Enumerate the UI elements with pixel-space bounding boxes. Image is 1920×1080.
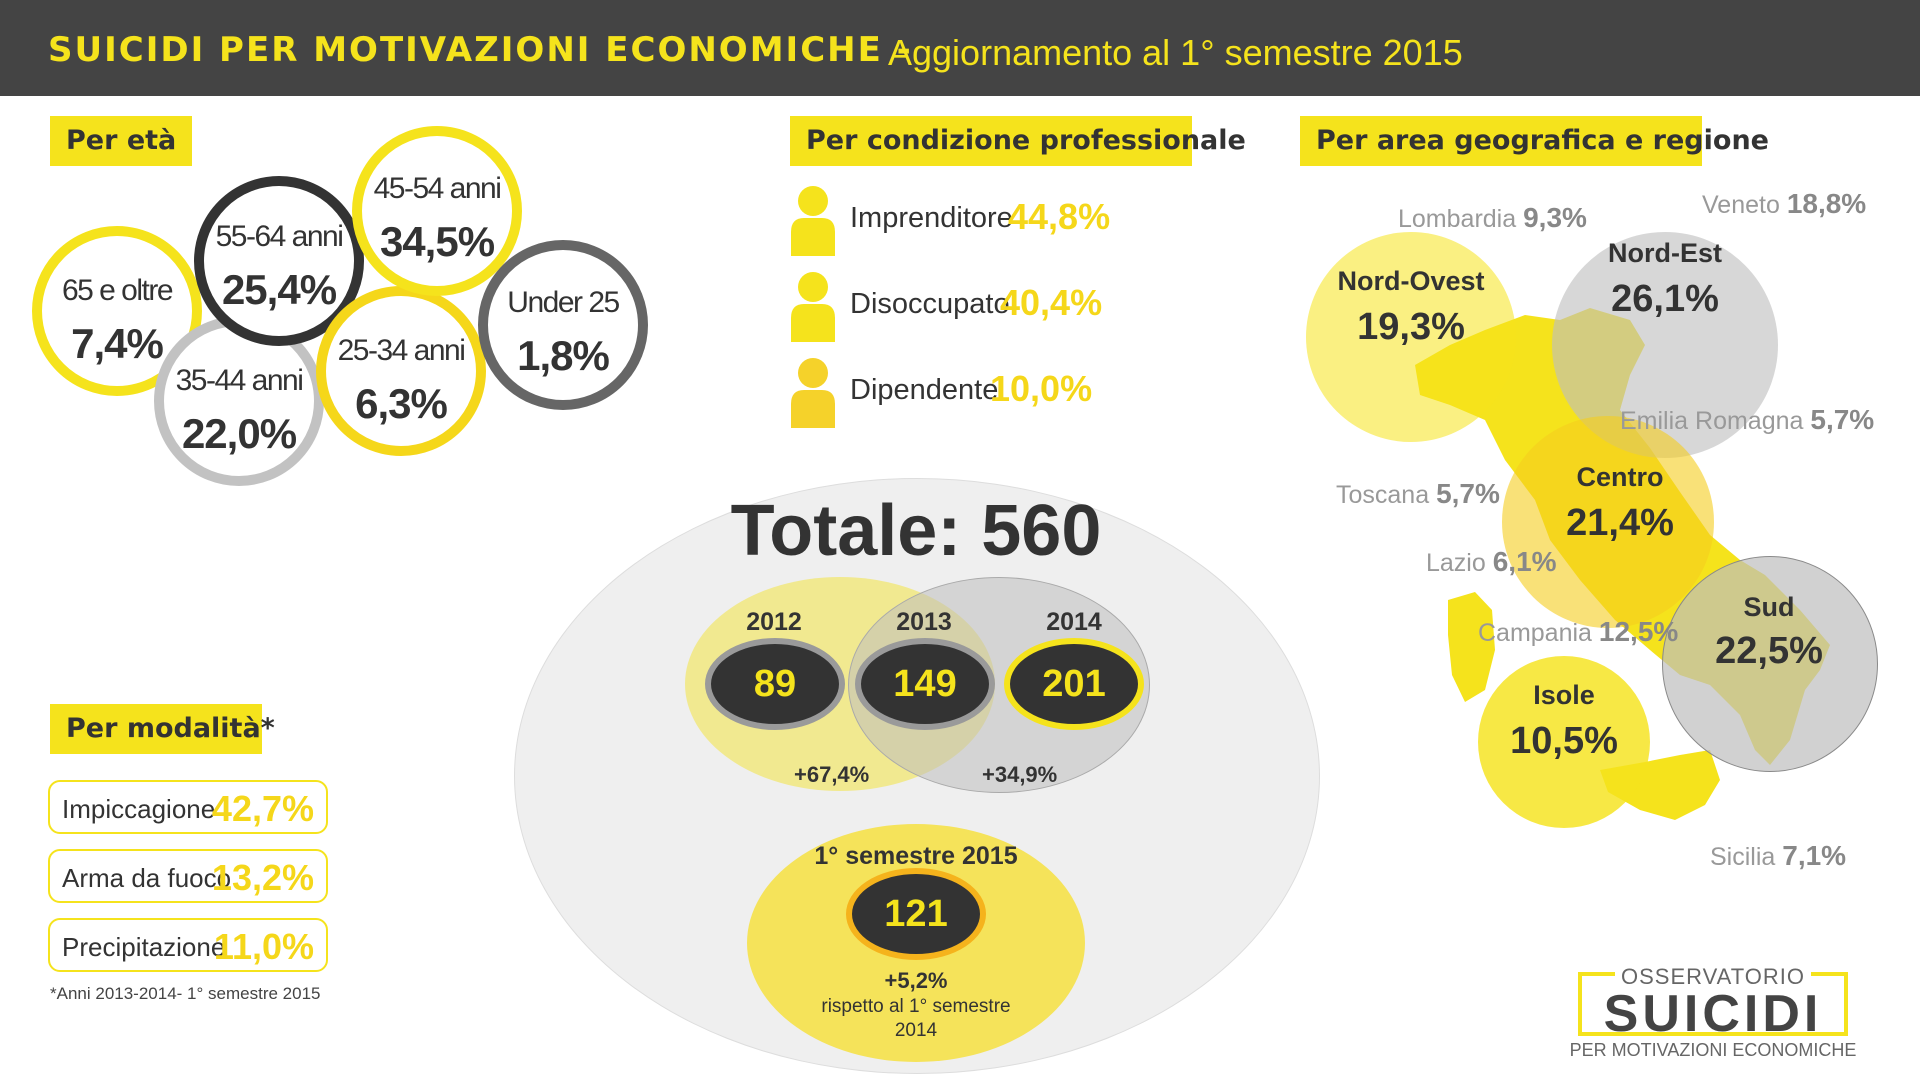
logo-line-2: SUICIDI [1603,985,1823,1043]
age-label: 55-64 anni [215,220,344,253]
age-value: 6,3% [355,380,448,427]
area-name-centro: Centro [1576,462,1664,492]
region-campania: Campania 12,5% [1478,616,1678,648]
section-label-area: Per area geografica e regione [1300,116,1769,166]
region-name: Toscana [1336,481,1430,509]
page-title: SUICIDI PER MOTIVAZIONI ECONOMICHE - [48,30,913,70]
totale-title: Totale: 560 [730,491,1102,571]
semestre-label: 1° semestre 2015 [814,842,1018,870]
area-bubble-nord-ovest [1306,232,1516,442]
section-label-professione: Per condizione professionale [790,116,1246,166]
age-label: 65 e oltre [61,274,174,307]
age-value: 25,4% [221,266,337,313]
area-name-nord-ovest: Nord-Ovest [1337,266,1485,296]
year-label-2012: 2012 [746,608,802,636]
page-subtitle: Aggiornamento al 1° semestre 2015 [888,32,1463,73]
logo-line-3: PER MOTIVAZIONI ECONOMICHE [1569,1040,1857,1060]
value-oval-2013: 149 [855,638,995,730]
area-bubble-sud [1662,556,1878,772]
region-value: 5,7% [1436,478,1500,509]
change-2012-2013: +67,4% [794,762,870,787]
modalita-label: Arma da fuoco [62,863,232,893]
year-label-2013: 2013 [896,608,952,636]
profession-value: 10,0% [990,368,1093,409]
area-name-nord-est: Nord-Est [1608,238,1722,268]
profession-label: Imprenditore [850,202,1013,234]
age-value: 1,8% [517,332,610,379]
section-label-eta: Per età [50,116,193,166]
area-name-sud: Sud [1743,592,1795,622]
modalita-value: 11,0% [213,926,314,967]
area-value-centro: 21,4% [1566,502,1674,544]
region-value: 18,8% [1786,188,1867,219]
modalita-box: Precipitazione 11,0% [48,918,328,972]
age-value: 22,0% [181,410,297,457]
region-value: 7,1% [1782,840,1847,871]
age-label: 25-34 anni [337,334,466,367]
area-value-nord-ovest: 19,3% [1357,306,1465,348]
profession-value: 40,4% [1000,282,1103,323]
age-bubble-55-64: 55-64 anni 25,4% [194,176,364,346]
age-bubble-under-25: Under 25 1,8% [478,240,648,410]
modalita-value: 13,2% [211,857,314,898]
region-value: 6,1% [1492,546,1557,577]
age-bubble-65-oltre: 65 e oltre 7,4% [32,226,202,396]
semestre-change: +5,2% [884,968,948,993]
value-oval-2014: 201 [1004,638,1144,730]
year-label-2014: 2014 [1046,608,1102,636]
modalita-label: Precipitazione [62,932,226,962]
profession-label: Dipendente [850,374,999,406]
logo: OSSERVATORIO [1578,964,1848,990]
person-icon [791,186,835,256]
area-bubble-isole [1478,656,1650,828]
modalita-box: Arma da fuoco 13,2% [48,849,328,903]
region-value: 12,5% [1598,616,1679,647]
person-icon [791,358,835,428]
semestre-note-1: rispetto al 1° semestre [821,996,1011,1017]
profession-value: 44,8% [1008,196,1111,237]
region-emilia-romagna: Emilia Romagna 5,7% [1620,404,1874,436]
person-icon [791,272,835,342]
region-value: 5,7% [1810,404,1875,435]
region-name: Veneto [1702,191,1780,219]
age-bubble-25-34: 25-34 anni 6,3% [316,286,486,456]
logo-line-1: OSSERVATORIO [1615,964,1811,990]
area-name-isole: Isole [1533,680,1595,710]
value-oval-semestre: 121 [846,868,986,960]
region-value: 9,3% [1523,202,1587,233]
area-value-nord-est: 26,1% [1611,278,1719,320]
area-value-isole: 10,5% [1510,720,1618,762]
section-label-modalita: Per modalità* [50,704,275,754]
region-lombardia: Lombardia 9,3% [1398,202,1587,234]
modalita-value: 42,7% [211,788,314,829]
profession-label: Disoccupato [850,288,1010,320]
area-value-sud: 22,5% [1715,630,1823,672]
area-bubble-centro [1502,416,1714,628]
region-sicilia: Sicilia 7,1% [1710,840,1846,872]
modalita-footnote: *Anni 2013-2014- 1° semestre 2015 [50,984,321,1003]
value-oval-2012: 89 [705,638,845,730]
change-2013-2014: +34,9% [982,762,1058,787]
age-label: Under 25 [507,286,620,319]
modalita-label: Impiccagione [62,794,216,824]
age-label: 45-54 anni [373,172,502,205]
header-bar: SUICIDI PER MOTIVAZIONI ECONOMICHE - Agg… [0,0,1920,96]
region-name: Lombardia [1398,205,1517,233]
age-bubble-45-54: 45-54 anni 34,5% [352,126,522,296]
age-value: 7,4% [71,320,164,367]
region-name: Campania [1478,619,1592,647]
age-value: 34,5% [379,218,495,265]
region-toscana: Toscana 5,7% [1336,478,1500,510]
region-lazio: Lazio 6,1% [1426,546,1557,578]
age-label: 35-44 anni [175,364,304,397]
modalita-box: Impiccagione 42,7% [48,780,328,834]
region-veneto: Veneto 18,8% [1702,188,1866,220]
region-name: Lazio [1426,549,1486,577]
region-name: Sicilia [1710,843,1776,871]
region-name: Emilia Romagna [1620,407,1804,435]
semestre-note-2: 2014 [894,1020,938,1041]
